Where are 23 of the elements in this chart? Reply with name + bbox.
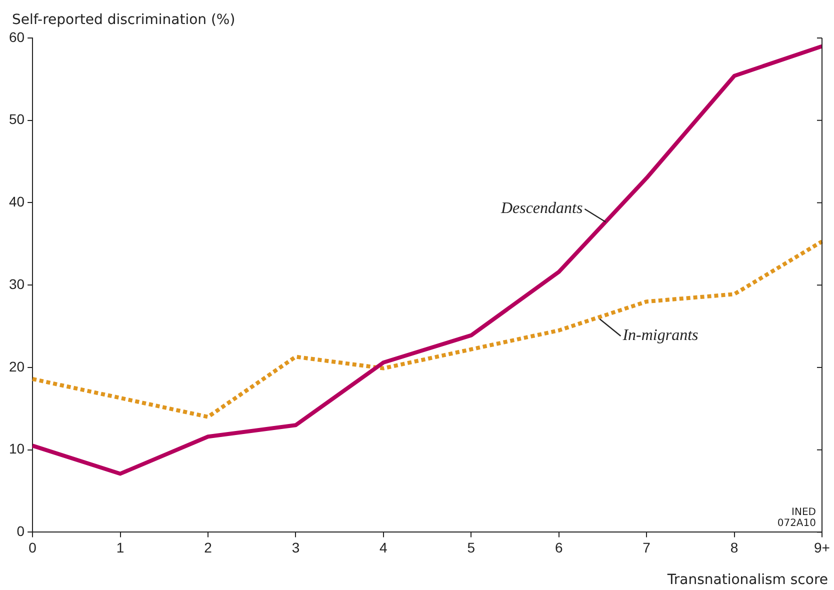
x-tick-label: 1	[116, 539, 124, 556]
x-axis-title: Transnationalism score	[667, 572, 828, 588]
x-tick-label: 5	[467, 539, 476, 556]
y-tick-label: 60	[8, 28, 25, 45]
y-tick-label: 50	[8, 111, 25, 128]
line-series	[30, 239, 824, 419]
x-tick-label: 9+	[814, 539, 830, 556]
x-tick-label: 3	[292, 539, 300, 556]
annotation: INED 072A10	[777, 506, 816, 529]
x-tick-label: 7	[642, 539, 651, 556]
x-tick-label: 2	[204, 539, 212, 556]
y-tick-label: 20	[8, 358, 25, 374]
series-label: In-migrants	[622, 327, 698, 344]
y-tick-label: 0	[16, 523, 25, 540]
y-tick-label: 30	[8, 276, 25, 292]
y-tick-label: 10	[8, 440, 25, 457]
y-tick-label: 40	[8, 194, 25, 210]
x-tick-label: 8	[730, 539, 738, 556]
series-label: Descendants	[500, 200, 583, 218]
x-tick-label: 0	[28, 539, 37, 556]
y-axis-title: Self-reported discrimination (%)	[12, 12, 236, 28]
x-tick-label: 4	[380, 539, 388, 556]
x-tick-label: 6	[554, 539, 563, 556]
